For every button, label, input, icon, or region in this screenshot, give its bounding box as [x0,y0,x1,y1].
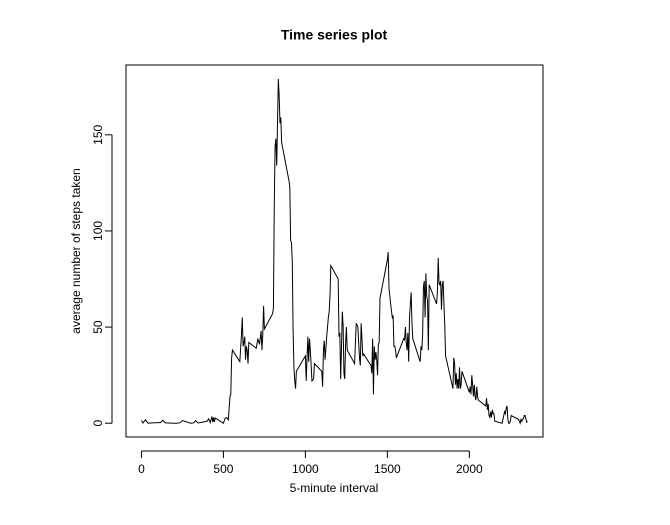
x-tick-label: 2000 [456,462,483,476]
x-axis-label: 5-minute interval [290,481,379,495]
y-tick-label: 0 [91,420,105,427]
y-tick-label: 100 [91,221,105,241]
x-tick-label: 1000 [292,462,319,476]
x-tick-label: 500 [213,462,233,476]
x-tick-label: 0 [138,462,145,476]
data-line [141,79,528,425]
plot-box [125,64,544,438]
y-tick-label: 150 [91,124,105,144]
x-tick-label: 1500 [374,462,401,476]
y-tick-label: 50 [91,320,105,334]
chart-title: Time series plot [281,27,388,43]
y-axis-label: average number of steps taken [69,168,83,333]
